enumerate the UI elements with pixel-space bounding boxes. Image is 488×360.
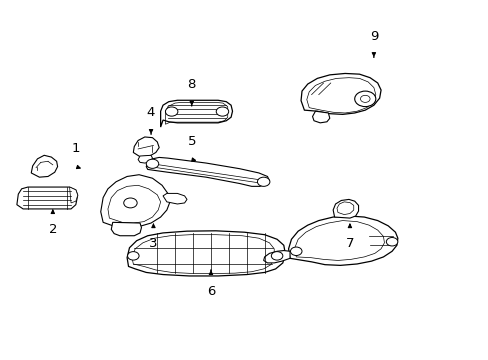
Circle shape — [386, 238, 397, 246]
Circle shape — [127, 252, 139, 260]
Polygon shape — [111, 222, 141, 236]
Text: 9: 9 — [369, 30, 377, 42]
Polygon shape — [101, 175, 170, 228]
Text: 7: 7 — [345, 237, 353, 250]
Polygon shape — [69, 187, 78, 203]
Text: 3: 3 — [149, 237, 157, 250]
Polygon shape — [31, 155, 58, 177]
Text: 8: 8 — [187, 78, 196, 91]
Circle shape — [360, 95, 369, 102]
Circle shape — [290, 247, 302, 256]
Polygon shape — [301, 73, 380, 114]
Circle shape — [354, 91, 375, 107]
Polygon shape — [138, 155, 152, 163]
Text: 2: 2 — [48, 223, 57, 236]
Text: 5: 5 — [187, 135, 196, 148]
Polygon shape — [263, 251, 289, 263]
Text: 4: 4 — [146, 107, 155, 120]
Polygon shape — [312, 111, 329, 123]
Polygon shape — [146, 157, 269, 186]
Polygon shape — [163, 193, 186, 204]
Polygon shape — [127, 231, 285, 276]
Polygon shape — [288, 216, 397, 265]
Circle shape — [257, 177, 269, 186]
Polygon shape — [17, 187, 78, 209]
Polygon shape — [133, 137, 159, 157]
Text: 1: 1 — [71, 142, 80, 155]
Circle shape — [123, 198, 137, 208]
Circle shape — [216, 107, 228, 116]
Circle shape — [146, 159, 159, 168]
Circle shape — [271, 252, 282, 260]
Circle shape — [165, 107, 178, 116]
Polygon shape — [332, 199, 358, 218]
Text: 6: 6 — [206, 285, 215, 298]
Polygon shape — [160, 100, 232, 127]
